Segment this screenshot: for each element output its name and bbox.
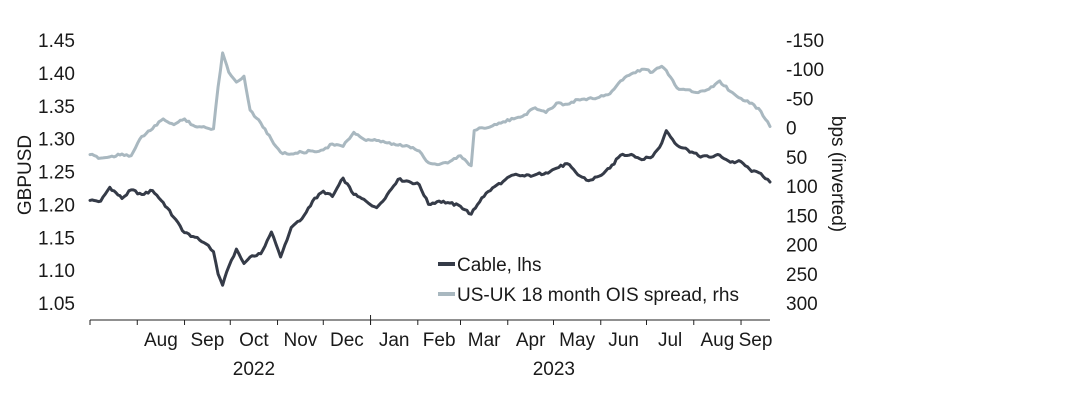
right-tick-label: 100 (786, 177, 818, 198)
left-tick-label: 1.10 (38, 261, 75, 282)
right-axis: -150 -100 -50 0 50 100 150 200 250 300 (786, 31, 824, 315)
left-axis: 1.45 1.40 1.35 1.30 1.25 1.20 1.15 1.10 1.05 (38, 31, 75, 315)
legend-label-cable: Cable, lhs (457, 255, 542, 276)
right-tick-label: 50 (786, 148, 807, 169)
left-tick-label: 1.40 (38, 64, 75, 85)
left-tick-label: 1.35 (38, 97, 75, 118)
x-month-label: Jun (608, 330, 639, 351)
left-tick-label: 1.45 (38, 31, 75, 52)
x-axis: Aug Sep Oct Nov Dec Jan Feb Mar Apr May Jun Jul Aug S… (89, 315, 773, 380)
ois-spread-line (88, 51, 772, 168)
left-tick-label: 1.30 (38, 130, 75, 151)
right-axis-label: bps (inverted) (827, 116, 848, 232)
x-month-label: Jul (658, 330, 682, 351)
series-layer (88, 51, 772, 287)
right-tick-label: -150 (786, 31, 824, 52)
right-tick-label: 0 (786, 119, 797, 140)
left-axis-label: GBPUSD (15, 135, 36, 215)
left-tick-label: 1.15 (38, 228, 75, 249)
x-year-label: 2023 (533, 359, 575, 380)
x-month-label: Dec (330, 330, 364, 351)
x-month-label: Oct (239, 330, 269, 351)
left-tick-label: 1.05 (38, 294, 75, 315)
left-tick-label: 1.20 (38, 195, 75, 216)
left-tick-label: 1.25 (38, 163, 75, 184)
x-month-label: Aug (144, 330, 178, 351)
legend: Cable, lhs US-UK 18 month OIS spread, rh… (438, 255, 739, 306)
x-month-label: Sep (190, 330, 224, 351)
right-tick-label: 200 (786, 236, 818, 257)
x-month-label: Feb (423, 330, 456, 351)
x-year-label: 2022 (233, 359, 275, 380)
x-month-label: Aug (700, 330, 734, 351)
x-month-label: Mar (468, 330, 501, 351)
x-month-label: Sep (739, 330, 773, 351)
cable-line (88, 129, 772, 287)
right-tick-label: 150 (786, 206, 818, 227)
x-month-label: Nov (284, 330, 318, 351)
right-tick-label: -50 (786, 89, 813, 110)
x-month-label: Jan (379, 330, 410, 351)
right-tick-label: 300 (786, 294, 818, 315)
x-month-label: May (559, 330, 595, 351)
legend-label-ois: US-UK 18 month OIS spread, rhs (457, 285, 739, 306)
right-tick-label: 250 (786, 265, 818, 286)
x-month-label: Apr (516, 330, 546, 351)
right-tick-label: -100 (786, 60, 824, 81)
